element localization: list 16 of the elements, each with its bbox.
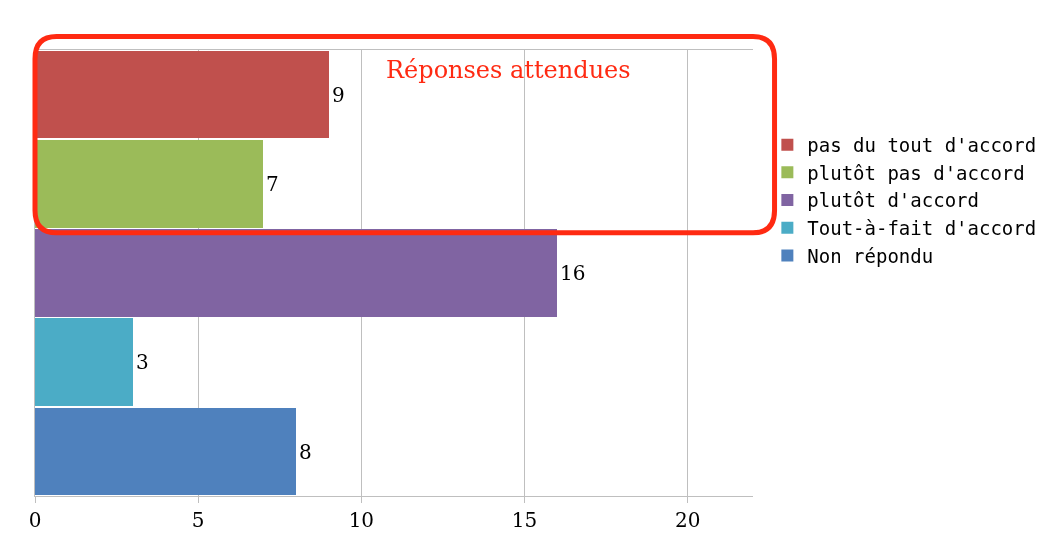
legend-label: plutôt pas d'accord xyxy=(807,161,1025,184)
x-tick-label: 10 xyxy=(348,508,375,532)
data-label: 8 xyxy=(299,439,312,464)
data-label: 9 xyxy=(332,82,345,107)
x-tick-label: 5 xyxy=(191,508,205,532)
annotation: Réponses attendues xyxy=(386,56,631,84)
data-label: 16 xyxy=(560,261,586,285)
x-tick-label: 0 xyxy=(28,508,42,532)
legend-label: Non répondu xyxy=(807,244,934,267)
legend-label: pas du tout d'accord xyxy=(807,134,1037,157)
x-tick-label: 15 xyxy=(511,508,538,532)
data-label: 3 xyxy=(136,350,149,374)
x-tick-label: 20 xyxy=(675,508,701,532)
legend-label: Tout-à-fait d'accord xyxy=(807,217,1037,240)
legend-label: plutôt d'accord xyxy=(807,189,979,212)
data-label: 7 xyxy=(266,172,279,196)
